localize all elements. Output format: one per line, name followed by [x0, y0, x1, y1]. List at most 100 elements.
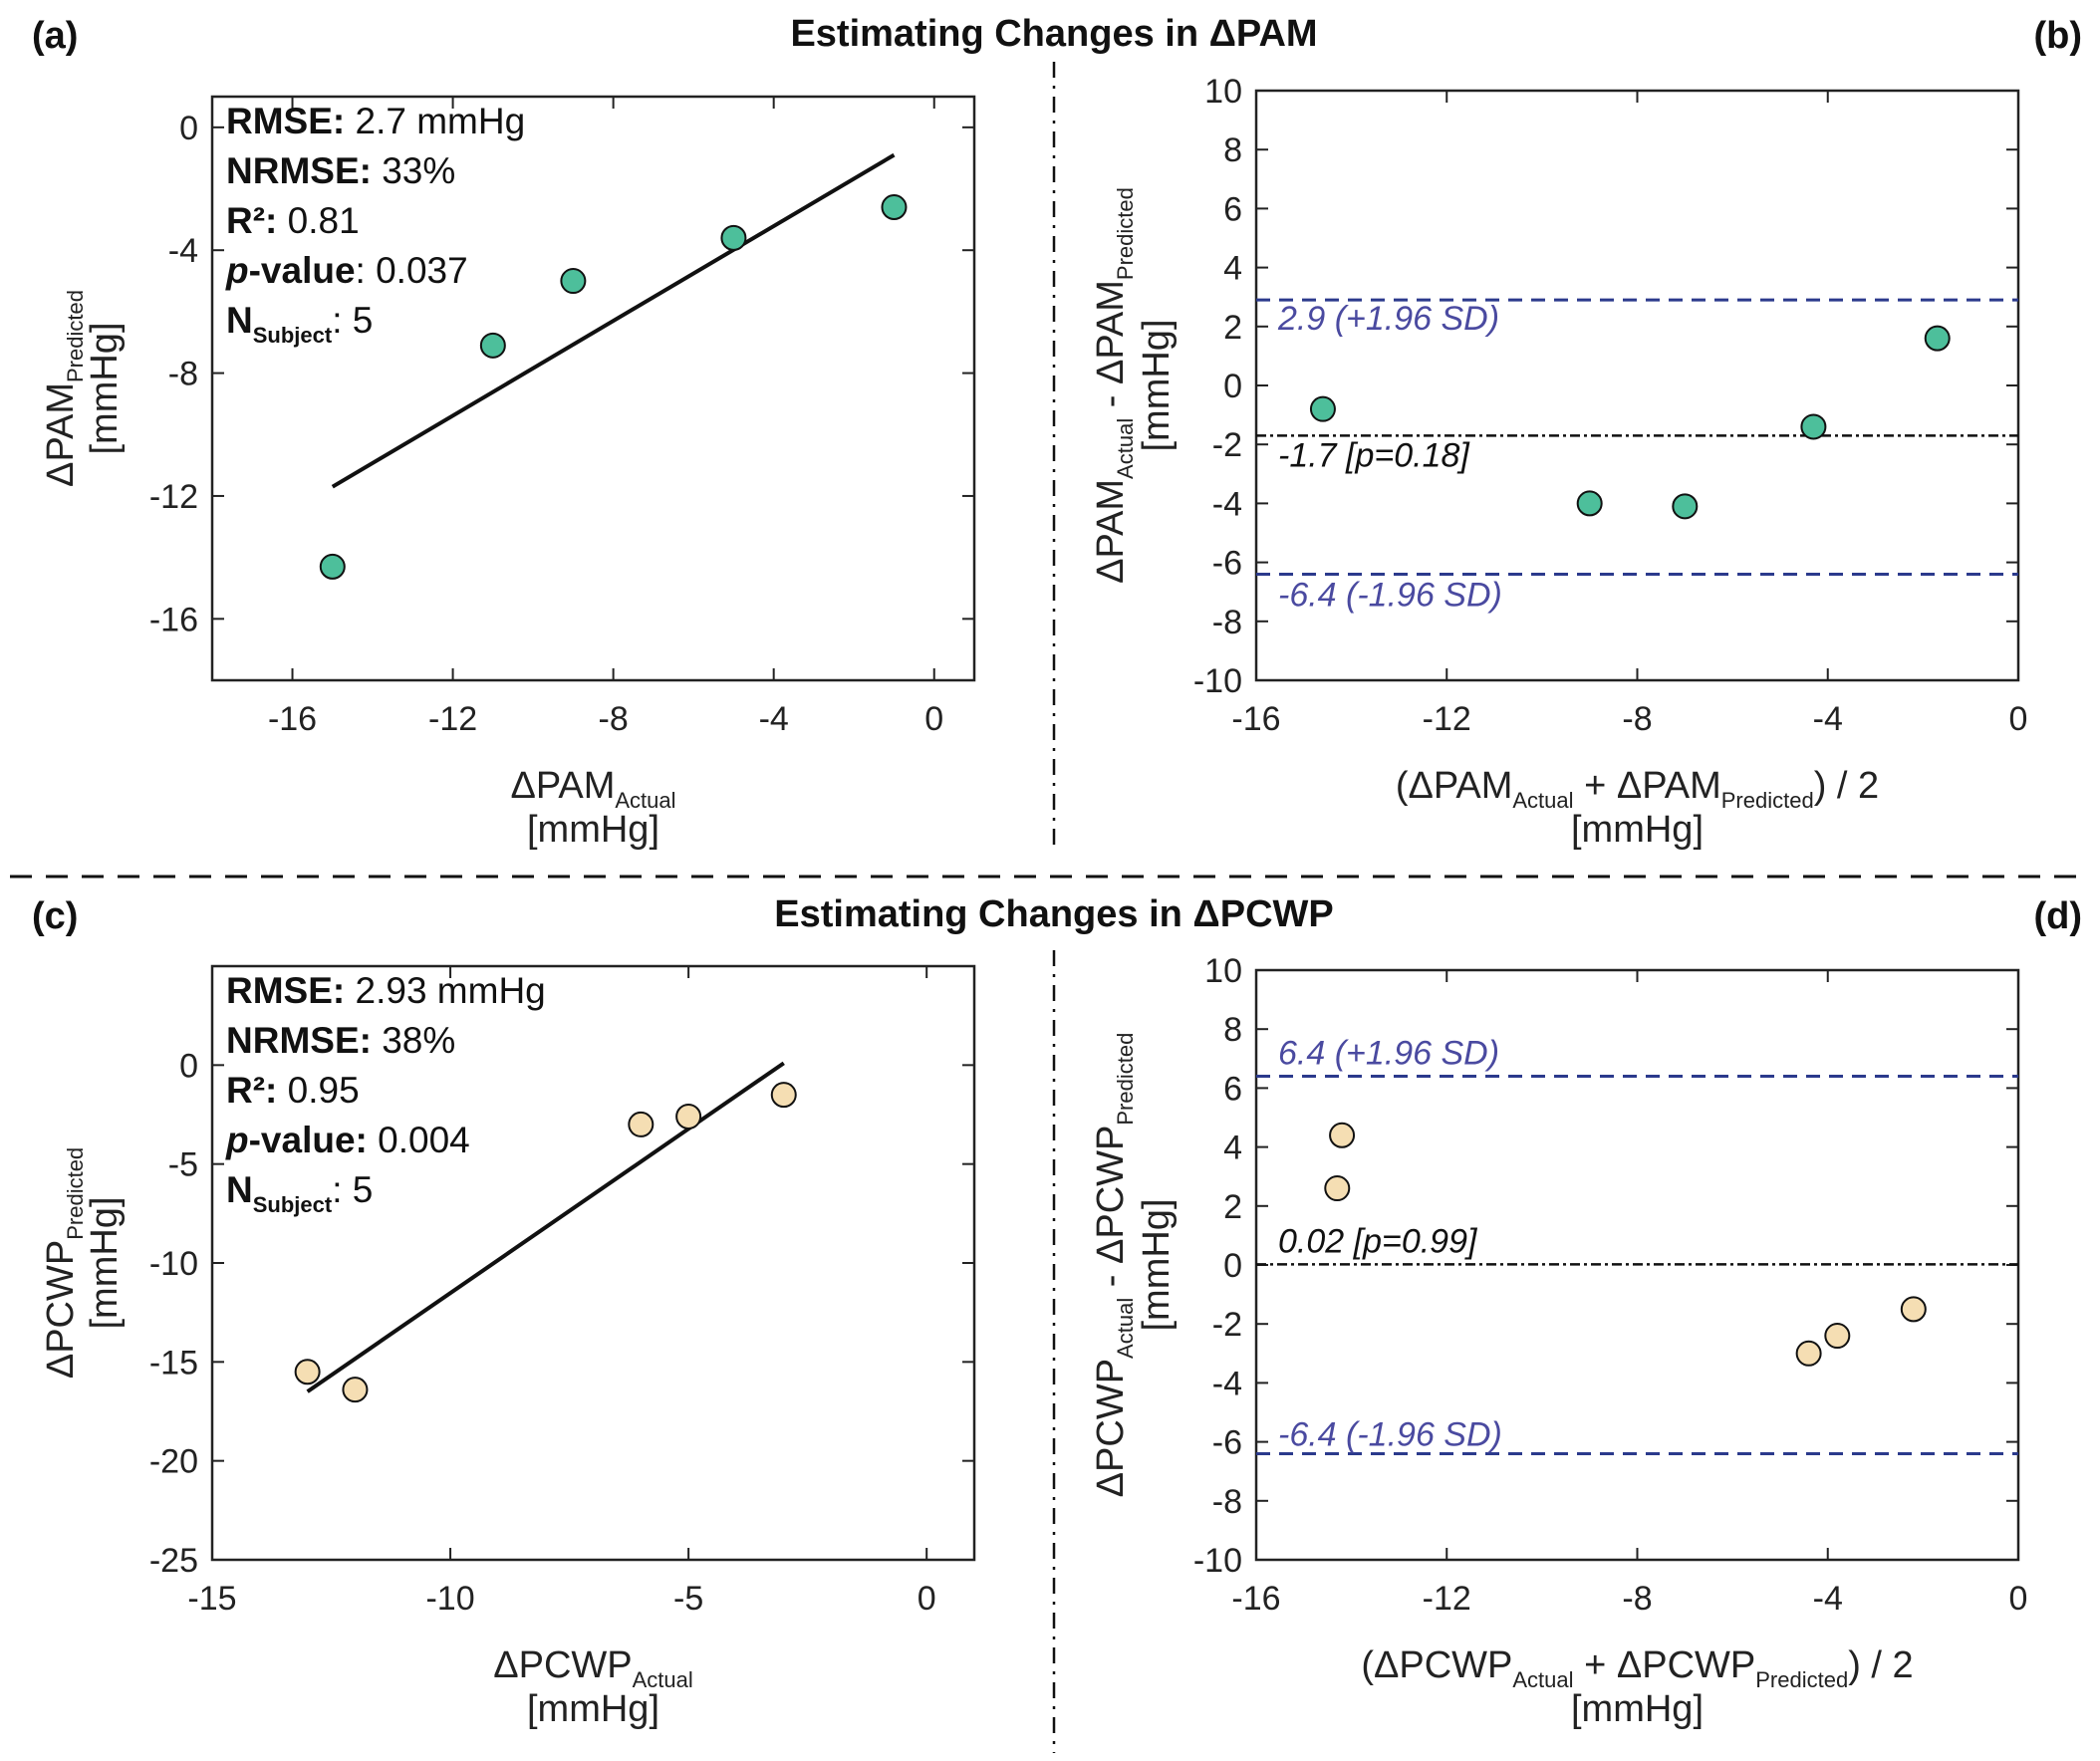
stat-line-a: R²: 0.81 — [226, 200, 360, 241]
stat-line-a: RMSE: 2.7 mmHg — [226, 101, 525, 141]
lower-loa-label-b: -6.4 (-1.96 SD) — [1278, 576, 1502, 614]
y-tick-label-d: 0 — [1223, 1247, 1242, 1285]
y-tick-label-d: 6 — [1223, 1070, 1242, 1108]
x-tick-label-a: -12 — [428, 700, 477, 738]
y-tick-label-c: -15 — [149, 1344, 198, 1382]
stat-line-c: NSubject: 5 — [226, 1169, 373, 1217]
y-axis-unit-b: [mmHg] — [1136, 320, 1178, 452]
stat-line-a: NSubject: 5 — [226, 300, 373, 348]
x-axis-unit-a: [mmHg] — [527, 809, 659, 851]
upper-loa-label-d: 6.4 (+1.96 SD) — [1278, 1035, 1499, 1073]
panel-c-scatter: -15 -10 -5 0 0 -5 -10 -15 -20 -25 RMSE: 2.93 mmHg N… — [40, 964, 976, 1730]
data-point-c — [675, 1103, 702, 1130]
y-tick-label-b: 8 — [1223, 131, 1242, 169]
x-axis-unit-c: [mmHg] — [527, 1688, 659, 1730]
panel-label-c: (c) — [32, 895, 78, 937]
x-axis-unit-d: [mmHg] — [1571, 1688, 1704, 1730]
data-point-a — [319, 553, 346, 580]
panel-a-scatter: -16 -12 -8 -4 0 0 -4 -8 -12 -16 RMSE: 2.7 mmHg NRMS… — [40, 95, 976, 851]
y-axis-label-a: ΔPAMPredicted — [40, 290, 88, 487]
x-tick-label-c: -5 — [673, 1580, 703, 1618]
panel-label-b: (b) — [2033, 15, 2082, 57]
y-tick-label-b: -4 — [1212, 485, 1242, 523]
stat-line-c: R²: 0.95 — [226, 1070, 360, 1111]
x-tick-label-a: -16 — [268, 700, 317, 738]
data-point-b — [1924, 325, 1951, 352]
data-point-c — [770, 1082, 797, 1109]
x-axis-label-a: ΔPAMActual — [510, 765, 675, 813]
stat-line-a: p-value: 0.037 — [225, 250, 468, 291]
regression-line-c — [306, 1061, 785, 1393]
data-point-b — [1576, 490, 1603, 517]
y-tick-label-d: -10 — [1193, 1542, 1242, 1580]
x-tick-label-a: -4 — [759, 700, 789, 738]
y-axis-label-c: ΔPCWPPredicted — [40, 1147, 88, 1379]
x-tick-label-b: -12 — [1423, 700, 1471, 738]
y-tick-label-d: 10 — [1204, 952, 1242, 990]
data-point-d — [1824, 1323, 1851, 1350]
y-axis-unit-c: [mmHg] — [84, 1197, 126, 1330]
data-point-c — [294, 1359, 321, 1385]
y-tick-label-a: -12 — [149, 478, 198, 516]
y-axis-unit-d: [mmHg] — [1136, 1199, 1178, 1332]
stat-line-c: p-value: 0.004 — [225, 1120, 470, 1160]
y-tick-label-c: 0 — [179, 1047, 198, 1085]
y-tick-label-b: 6 — [1223, 190, 1242, 228]
x-axis-label-d: (ΔPCWPActual + ΔPCWPPredicted) / 2 — [1361, 1644, 1913, 1692]
data-point-a — [560, 268, 587, 295]
y-tick-label-d: -2 — [1212, 1306, 1242, 1344]
y-axis-label-d: ΔPCWPActual - ΔPCWPPredicted — [1090, 1033, 1138, 1498]
y-tick-label-b: 4 — [1223, 250, 1242, 288]
x-tick-label-d: -4 — [1813, 1580, 1843, 1618]
y-axis-unit-a: [mmHg] — [84, 323, 126, 455]
top-title: Estimating Changes in ΔPAM — [790, 13, 1317, 55]
mean-label-d: 0.02 [p=0.99] — [1278, 1222, 1478, 1260]
bottom-title: Estimating Changes in ΔPCWP — [774, 893, 1333, 935]
y-tick-label-b: -10 — [1193, 662, 1242, 700]
y-tick-label-a: -16 — [149, 601, 198, 638]
regression-line-a — [331, 152, 896, 489]
x-tick-label-d: -16 — [1231, 1580, 1280, 1618]
y-tick-label-c: -10 — [149, 1245, 198, 1283]
y-axis-label-b: ΔPAMActual - ΔPAMPredicted — [1090, 187, 1138, 584]
data-point-d — [1324, 1175, 1351, 1202]
y-tick-label-a: -4 — [168, 232, 198, 270]
lower-loa-label-d: -6.4 (-1.96 SD) — [1278, 1415, 1502, 1453]
y-tick-label-b: -8 — [1212, 604, 1242, 641]
data-point-d — [1329, 1122, 1356, 1148]
y-tick-label-c: -5 — [168, 1146, 198, 1184]
y-tick-label-d: -6 — [1212, 1424, 1242, 1462]
stat-line-c: NRMSE: 38% — [226, 1020, 455, 1061]
y-tick-label-d: -8 — [1212, 1483, 1242, 1521]
y-tick-label-b: 10 — [1204, 73, 1242, 111]
x-tick-label-b: -4 — [1813, 700, 1843, 738]
data-point-b — [1672, 493, 1699, 520]
y-tick-label-a: -8 — [168, 356, 198, 393]
data-point-c — [628, 1111, 655, 1137]
x-tick-label-c: -15 — [187, 1580, 236, 1618]
stat-line-a: NRMSE: 33% — [226, 150, 455, 191]
x-tick-label-a: -8 — [599, 700, 629, 738]
y-tick-label-d: 2 — [1223, 1188, 1242, 1226]
panel-d-bland-altman: -16 -12 -8 -4 0 10 8 6 4 2 0 -2 -4 -6 -8 -10 6.4 (+1.96 … — [1090, 952, 2027, 1730]
y-tick-label-b: -6 — [1212, 545, 1242, 583]
data-point-a — [881, 194, 908, 221]
x-tick-label-b: -8 — [1622, 700, 1652, 738]
y-tick-label-b: 2 — [1223, 309, 1242, 347]
x-tick-label-d: -12 — [1423, 1580, 1471, 1618]
y-tick-label-a: 0 — [179, 110, 198, 147]
x-tick-label-b: 0 — [2009, 700, 2028, 738]
y-tick-label-d: 8 — [1223, 1011, 1242, 1049]
data-point-d — [1795, 1340, 1822, 1367]
y-tick-label-c: -20 — [149, 1443, 198, 1481]
x-tick-label-d: 0 — [2009, 1580, 2028, 1618]
y-tick-label-c: -25 — [149, 1542, 198, 1580]
y-tick-label-b: 0 — [1223, 368, 1242, 405]
x-axis-label-b: (ΔPAMActual + ΔPAMPredicted) / 2 — [1396, 765, 1879, 813]
x-tick-label-d: -8 — [1622, 1580, 1652, 1618]
x-axis-unit-b: [mmHg] — [1571, 809, 1704, 851]
x-tick-label-b: -16 — [1231, 700, 1280, 738]
plot-frame-a — [210, 95, 976, 682]
